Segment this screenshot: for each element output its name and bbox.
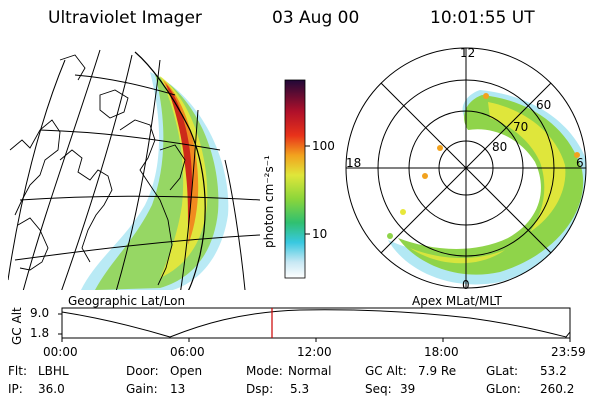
dsp-value: 5.3 xyxy=(290,382,310,396)
mlt-label-12: 12 xyxy=(460,46,476,60)
glat-label: GLat: xyxy=(486,364,519,378)
timeline-xtick-1200: 12:00 xyxy=(297,345,332,359)
lat-label-70: 70 xyxy=(513,120,529,134)
door-label: Door: xyxy=(126,364,159,378)
seq-label: Seq: xyxy=(365,382,392,396)
dsp-label: Dsp: xyxy=(246,382,274,396)
gcalt-label: GC Alt: xyxy=(365,364,407,378)
lat-label-60: 60 xyxy=(536,98,552,112)
glon-label: GLon: xyxy=(486,382,521,396)
left-map-caption: Geographic Lat/Lon xyxy=(68,294,186,308)
gain-label: Gain: xyxy=(126,382,158,396)
timeline-xtick-1800: 18:00 xyxy=(424,345,459,359)
colorbar-label: photon cm⁻²s⁻¹ xyxy=(262,155,276,248)
mlt-label-18: 18 xyxy=(346,156,362,170)
gain-value: 13 xyxy=(170,382,186,396)
time-label: 10:01:55 UT xyxy=(430,8,535,28)
timeline-ylabel: GC Alt xyxy=(10,307,24,345)
timeline-xtick-0000: 00:00 xyxy=(43,345,78,359)
flt-value: LBHL xyxy=(38,364,69,378)
colorbar-tick-10: 10 xyxy=(312,227,328,241)
glat-value: 53.2 xyxy=(540,364,567,378)
ip-label: IP: xyxy=(8,382,23,396)
mlt-label-6: 6 xyxy=(576,156,584,170)
timeline-ytick-1-8: 1.8 xyxy=(30,326,50,340)
mode-label: Mode: xyxy=(246,364,283,378)
flt-label: Flt: xyxy=(8,364,27,378)
gcalt-value: 7.9 Re xyxy=(418,364,457,378)
timeline-xtick-0600: 06:00 xyxy=(170,345,205,359)
seq-value: 39 xyxy=(400,382,416,396)
mode-value: Normal xyxy=(288,364,332,378)
lat-label-80: 80 xyxy=(492,140,508,154)
timeline-ytick-9: 9.0 xyxy=(30,306,50,320)
colorbar-tick-100: 100 xyxy=(312,139,335,153)
date-label: 03 Aug 00 xyxy=(272,8,360,28)
instrument-title: Ultraviolet Imager xyxy=(48,8,202,28)
timeline-xtick-2359: 23:59 xyxy=(551,345,586,359)
ip-value: 36.0 xyxy=(38,382,65,396)
glon-value: 260.2 xyxy=(540,382,575,396)
right-map-caption: Apex MLat/MLT xyxy=(412,294,502,308)
door-value: Open xyxy=(170,364,203,378)
mlt-label-0: 0 xyxy=(462,278,470,292)
